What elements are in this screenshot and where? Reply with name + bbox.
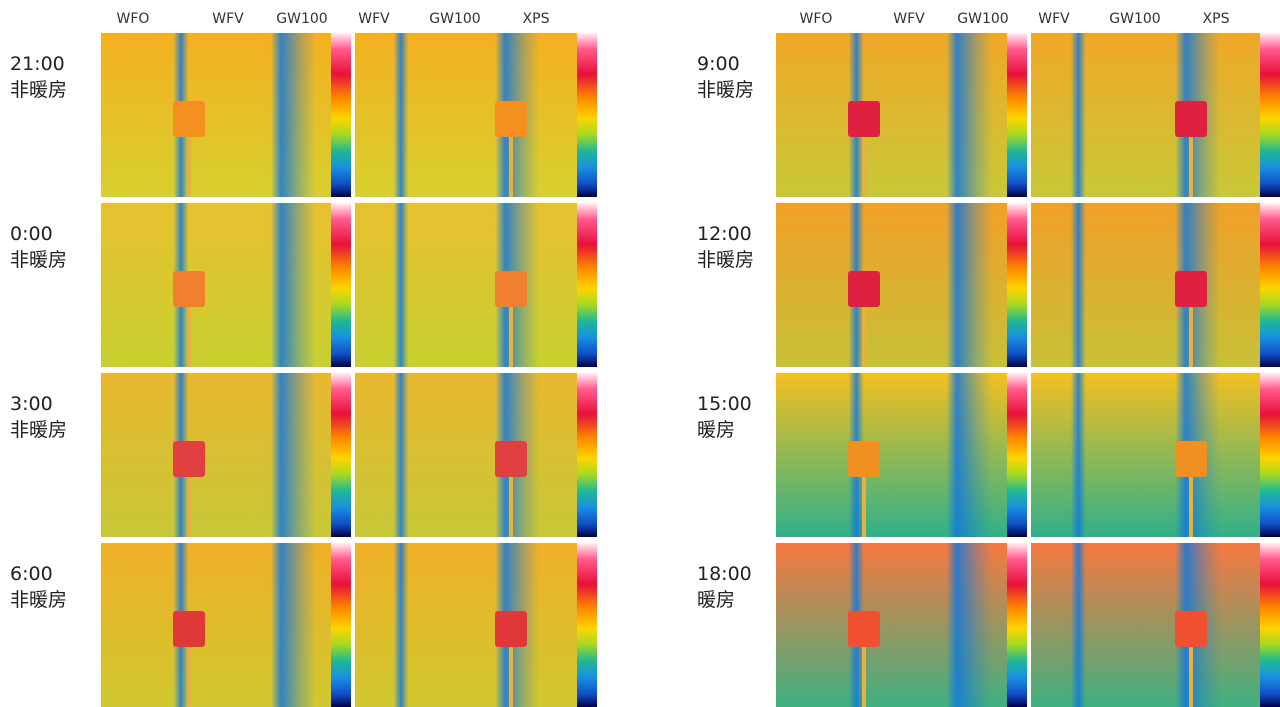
color-scale xyxy=(1007,373,1027,537)
column-header: WFV xyxy=(212,11,243,27)
thermal-image xyxy=(355,373,597,537)
heating-state: 非暖房 xyxy=(10,247,67,273)
thermal-image xyxy=(355,33,597,197)
time-label: 9:00 xyxy=(697,51,740,77)
sample xyxy=(848,101,880,137)
column-header: WFO xyxy=(117,11,150,27)
thermal-image xyxy=(355,543,597,707)
time-label: 6:00 xyxy=(10,561,53,587)
color-scale xyxy=(577,373,597,537)
sample xyxy=(495,441,527,477)
time-label: 12:00 xyxy=(697,221,752,247)
time-label: 0:00 xyxy=(10,221,53,247)
sample xyxy=(173,611,205,647)
sample xyxy=(173,441,205,477)
column-header: GW100 xyxy=(276,11,327,27)
color-scale xyxy=(331,373,351,537)
column-header: WFV xyxy=(1038,11,1069,27)
sample xyxy=(1175,611,1207,647)
thermal-image xyxy=(776,33,1027,197)
sample xyxy=(495,271,527,307)
sample xyxy=(848,441,880,477)
thermal-image xyxy=(1031,373,1280,537)
sample xyxy=(848,271,880,307)
column-header: GW100 xyxy=(429,11,480,27)
thermal-image xyxy=(101,203,351,367)
color-scale xyxy=(1007,203,1027,367)
sample xyxy=(495,101,527,137)
heating-state: 非暖房 xyxy=(697,77,754,103)
color-scale xyxy=(1007,33,1027,197)
column-header: GW100 xyxy=(1109,11,1160,27)
color-scale xyxy=(1007,543,1027,707)
heating-state: 非暖房 xyxy=(697,247,754,273)
color-scale xyxy=(577,203,597,367)
page: {"panels": [ {"headers": ["WFO", "WFV", … xyxy=(0,0,1280,705)
heating-state: 非暖房 xyxy=(10,587,67,613)
heating-state: 暖房 xyxy=(697,587,735,613)
thermal-image xyxy=(1031,203,1280,367)
time-label: 21:00 xyxy=(10,51,65,77)
thermal-image xyxy=(776,203,1027,367)
time-label: 3:00 xyxy=(10,391,53,417)
time-label: 15:00 xyxy=(697,391,752,417)
sample xyxy=(173,271,205,307)
color-scale xyxy=(577,543,597,707)
color-scale xyxy=(331,543,351,707)
heating-state: 暖房 xyxy=(697,417,735,443)
column-header: WFV xyxy=(893,11,924,27)
sample xyxy=(495,611,527,647)
color-scale xyxy=(1260,543,1280,707)
color-scale xyxy=(1260,33,1280,197)
thermal-image xyxy=(101,543,351,707)
thermal-image xyxy=(101,33,351,197)
color-scale xyxy=(331,33,351,197)
column-header: WFV xyxy=(358,11,389,27)
column-header: WFO xyxy=(800,11,833,27)
color-scale xyxy=(1260,373,1280,537)
thermal-image xyxy=(355,203,597,367)
column-header: XPS xyxy=(1203,11,1230,27)
heating-state: 非暖房 xyxy=(10,417,67,443)
heating-state: 非暖房 xyxy=(10,77,67,103)
thermal-image xyxy=(1031,33,1280,197)
sample xyxy=(1175,441,1207,477)
thermal-image xyxy=(776,543,1027,707)
thermal-image xyxy=(1031,543,1280,707)
sample xyxy=(1175,271,1207,307)
thermal-image xyxy=(776,373,1027,537)
color-scale xyxy=(1260,203,1280,367)
column-header: GW100 xyxy=(957,11,1008,27)
column-header: XPS xyxy=(523,11,550,27)
thermal-image xyxy=(101,373,351,537)
color-scale xyxy=(331,203,351,367)
time-label: 18:00 xyxy=(697,561,752,587)
sample xyxy=(173,101,205,137)
sample xyxy=(848,611,880,647)
sample xyxy=(1175,101,1207,137)
color-scale xyxy=(577,33,597,197)
